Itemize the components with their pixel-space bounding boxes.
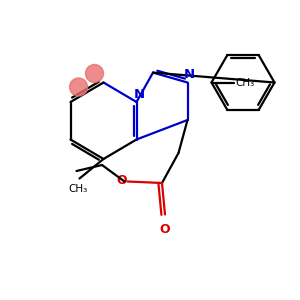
Text: O: O: [160, 223, 170, 236]
Text: CH₃: CH₃: [235, 77, 254, 88]
Circle shape: [70, 78, 88, 96]
Text: N: N: [134, 88, 145, 101]
Text: CH₃: CH₃: [68, 184, 88, 194]
Circle shape: [85, 64, 103, 82]
Text: O: O: [116, 173, 127, 187]
Text: N: N: [183, 68, 195, 82]
